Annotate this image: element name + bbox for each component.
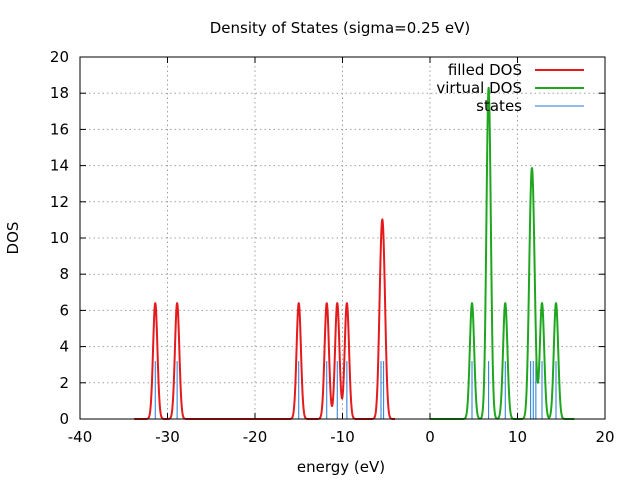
x-tick-label: -40 (68, 428, 93, 446)
x-tick-label: 20 (595, 428, 614, 446)
y-axis-label: DOS (4, 222, 22, 255)
legend-label: states (476, 97, 522, 115)
y-tick-label: 16 (50, 120, 69, 138)
y-tick-label: 6 (59, 301, 69, 319)
y-tick-label: 2 (59, 374, 69, 392)
y-tick-label: 18 (50, 84, 69, 102)
x-tick-label: 0 (425, 428, 435, 446)
filled-dos-line (133, 218, 396, 420)
x-tick-label: 10 (508, 428, 527, 446)
virtual-dos-line (429, 86, 576, 420)
y-tick-label: 4 (59, 338, 69, 356)
x-axis-label: energy (eV) (297, 458, 385, 476)
y-tick-label: 14 (50, 157, 69, 175)
y-tick-label: 10 (50, 229, 69, 247)
x-tick-label: -10 (330, 428, 355, 446)
chart-title: Density of States (sigma=0.25 eV) (210, 19, 471, 37)
legend-label: virtual DOS (436, 79, 522, 97)
grid-lines (80, 57, 605, 419)
y-tick-label: 8 (59, 265, 69, 283)
x-tick-label: -30 (155, 428, 180, 446)
legend-label: filled DOS (448, 61, 522, 79)
y-tick-label: 12 (50, 193, 69, 211)
y-tick-label: 0 (59, 410, 69, 428)
axis-ticks: -40 -30 -20 -10 0 10 20 0 2 4 6 8 10 12 14 16 18 20 (50, 48, 615, 446)
y-tick-label: 20 (50, 48, 69, 66)
plot-area (133, 86, 576, 420)
x-tick-label: -20 (243, 428, 268, 446)
